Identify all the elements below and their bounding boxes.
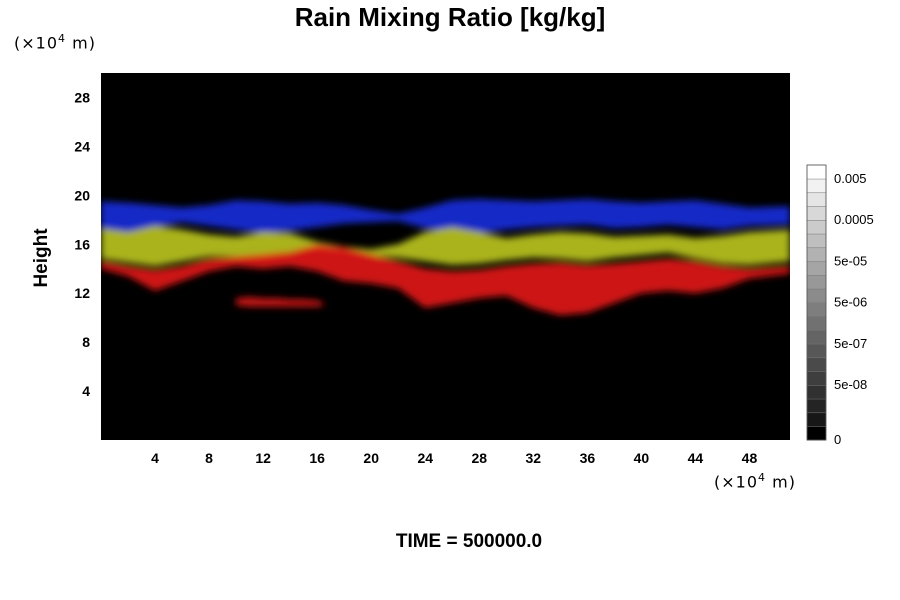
y-axis-unit: (×104 m) — [14, 32, 96, 53]
colorbar-swatch — [806, 206, 827, 221]
colorbar-tick-label: 5e-07 — [834, 336, 867, 351]
x-tick-label: 4 — [151, 450, 159, 466]
colorbar-swatch — [806, 329, 827, 345]
x-tick-label: 8 — [205, 450, 213, 466]
colorbar-swatch — [806, 426, 827, 441]
colorbar-tick-label: 0.0005 — [834, 212, 874, 227]
colorbar-swatch — [806, 274, 827, 290]
x-tick-label: 20 — [363, 450, 379, 466]
colorbar-swatch — [806, 192, 827, 207]
rain-layer-blue — [101, 199, 790, 234]
chart-title: Rain Mixing Ratio [kg/kg] — [294, 2, 606, 32]
colorbar-tick-label: 0 — [834, 432, 841, 447]
rain-layer-red — [101, 244, 790, 316]
colorbar-swatch — [806, 302, 827, 317]
colorbar-swatch — [806, 357, 827, 372]
y-tick-label: 20 — [74, 187, 90, 203]
colorbar-swatch — [806, 288, 827, 304]
x-tick-label: 44 — [688, 450, 704, 466]
y-tick-label: 4 — [82, 383, 90, 399]
colorbar-frame — [806, 164, 827, 441]
x-tick-label: 12 — [255, 450, 271, 466]
x-tick-label: 32 — [526, 450, 542, 466]
y-tick-label: 16 — [74, 236, 90, 252]
x-tick-label: 24 — [417, 450, 433, 466]
colorbar-tick-label: 5e-06 — [834, 295, 867, 310]
colorbar-swatch — [806, 164, 827, 180]
colorbar-swatch — [806, 178, 827, 194]
colorbar-swatch — [806, 371, 827, 386]
colorbar-tick-label: 0.005 — [834, 171, 867, 186]
time-label: TIME = 500000.0 — [395, 531, 543, 552]
colorbar-swatch — [806, 316, 827, 331]
colorbar-tick-label: 5e-05 — [834, 253, 867, 268]
x-tick-label: 16 — [309, 450, 325, 466]
y-tick-label: 28 — [74, 89, 90, 105]
rain-layer-red-band — [236, 296, 324, 307]
colorbar-swatch — [806, 412, 827, 427]
x-tick-label: 36 — [580, 450, 596, 466]
colorbar-swatch — [806, 261, 827, 276]
y-tick-label: 12 — [74, 285, 90, 301]
x-tick-label: 48 — [742, 450, 758, 466]
colorbar-swatch — [806, 398, 827, 414]
colorbar-tick-label: 5e-08 — [834, 377, 867, 392]
y-tick-label: 24 — [74, 138, 90, 154]
colorbar-swatch — [806, 233, 827, 249]
colorbar-swatch — [806, 343, 827, 359]
x-tick-label: 28 — [471, 450, 487, 466]
colorbar-swatch — [806, 247, 827, 262]
colorbar-swatch — [806, 384, 827, 400]
y-tick-label: 8 — [82, 334, 90, 350]
x-tick-label: 40 — [634, 450, 650, 466]
colorbar-swatch — [806, 219, 827, 235]
x-axis-unit: (×104 m) — [714, 471, 796, 492]
